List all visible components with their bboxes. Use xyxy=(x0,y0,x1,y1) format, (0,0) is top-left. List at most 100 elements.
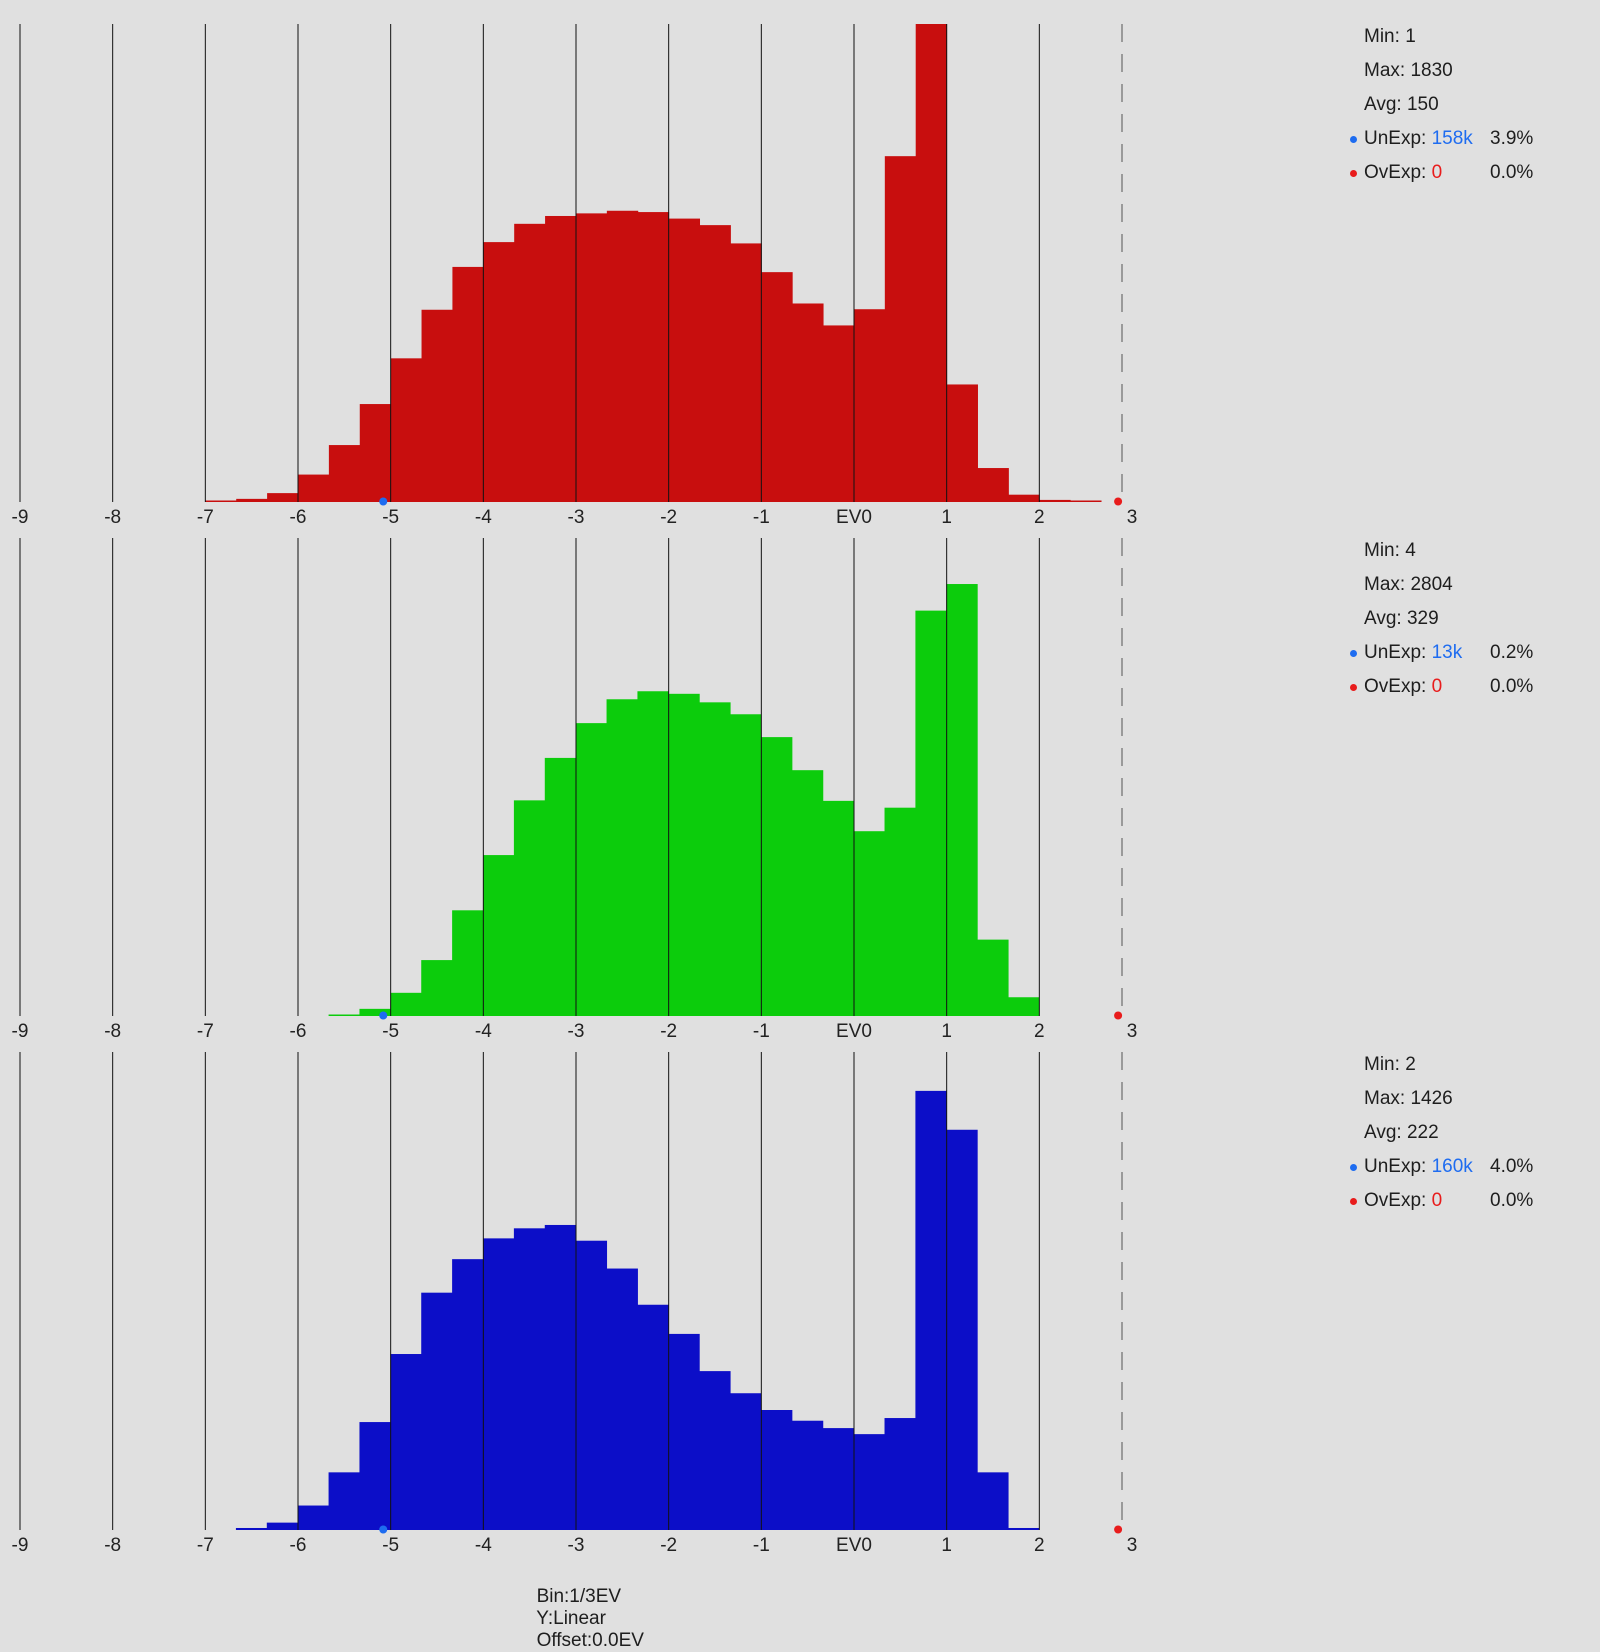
x-tick-label: -2 xyxy=(660,507,677,528)
histogram-bar xyxy=(853,831,886,1016)
histogram-bar xyxy=(267,493,299,502)
x-tick-label: -3 xyxy=(568,1535,585,1556)
x-tick-label: -5 xyxy=(382,1021,399,1042)
histogram-bar xyxy=(1070,500,1102,502)
histogram-bar xyxy=(545,215,577,502)
histogram-bar xyxy=(452,910,484,1016)
underexposure-marker xyxy=(379,1525,388,1534)
histogram-bar xyxy=(884,807,916,1016)
histogram-bar xyxy=(822,1428,855,1530)
x-tick-label: -5 xyxy=(382,507,399,528)
x-tick-label: -4 xyxy=(475,1535,492,1556)
x-tick-label: -9 xyxy=(12,507,29,528)
x-tick-label: 2 xyxy=(1034,1021,1045,1042)
stat-avg: Avg: 222 xyxy=(1364,1122,1439,1143)
histogram-bar xyxy=(483,242,515,502)
histogram-settings: Bin:1/3EV Y:Linear Offset:0.0EV xyxy=(526,1564,662,1652)
overexposed-dot-icon xyxy=(1350,170,1357,177)
overexposure-marker xyxy=(1114,1525,1123,1534)
underexposed-dot-icon xyxy=(1350,1164,1357,1171)
x-tick-label: -7 xyxy=(197,1535,214,1556)
stats-panel-green: Min: 4 Max: 2804 Avg: 329 UnExp: 13k 0.2%… xyxy=(1350,540,1594,710)
x-tick-label: -1 xyxy=(753,1535,770,1556)
histogram-bar xyxy=(915,24,948,502)
histogram-bar xyxy=(1008,1527,1040,1530)
histogram-bar xyxy=(761,272,793,502)
histogram-bar xyxy=(359,1008,391,1016)
histogram-bar xyxy=(266,1522,299,1530)
x-tick-label: -1 xyxy=(753,507,770,528)
histogram-bar xyxy=(575,213,608,502)
underexposure-marker xyxy=(379,1011,388,1020)
histogram-bar xyxy=(699,225,731,503)
histogram-bar xyxy=(544,1224,577,1530)
stat-min: Min: 1 xyxy=(1364,26,1416,47)
histogram-bar xyxy=(637,212,670,503)
stat-max: Max: 1830 xyxy=(1364,60,1453,81)
histogram-bar xyxy=(668,1333,700,1530)
histogram-bar xyxy=(482,1238,515,1530)
stats-panel-red: Min: 1 Max: 1830 Avg: 150 UnExp: 158k 3.9… xyxy=(1350,26,1594,196)
histogram-bar xyxy=(452,1259,484,1530)
histogram-bar xyxy=(544,757,577,1016)
x-tick-label: 3 xyxy=(1127,1021,1138,1042)
x-tick-label: -3 xyxy=(568,507,585,528)
histogram-bar xyxy=(328,445,361,502)
x-tick-label: -6 xyxy=(290,1535,307,1556)
stats-panel-blue: Min: 2 Max: 1426 Avg: 222 UnExp: 160k 4.0… xyxy=(1350,1054,1594,1224)
offset-setting[interactable]: Offset:0.0EV xyxy=(536,1630,644,1651)
histogram-bar xyxy=(853,309,886,502)
bin-setting[interactable]: Bin:1/3EV xyxy=(536,1586,622,1607)
histogram-bar xyxy=(946,384,978,502)
x-tick-label: 3 xyxy=(1127,507,1138,528)
histogram-bar xyxy=(730,714,762,1016)
histogram-bar xyxy=(359,404,392,502)
histogram-bar xyxy=(730,243,762,502)
histogram-bar xyxy=(328,1014,360,1016)
histogram-bar xyxy=(421,1292,453,1530)
x-tick-label: 2 xyxy=(1034,507,1045,528)
histogram-bar xyxy=(946,584,978,1016)
histogram-chart: -9 -8 -7 -6 -5 -4 -3 -2 -1 EV0 1 2 3 -9 -8 -7 -6 -5 -4 -3 -2… xyxy=(12,24,1138,1556)
stat-max: Max: 2804 xyxy=(1364,574,1453,595)
histogram-bar xyxy=(637,1304,669,1530)
histogram-bar xyxy=(668,693,700,1016)
histogram-bar xyxy=(668,218,701,502)
histogram-bar xyxy=(205,500,237,502)
stat-min: Min: 2 xyxy=(1364,1054,1416,1075)
y-scale-setting[interactable]: Y:Linear xyxy=(536,1608,606,1629)
histogram-bar xyxy=(421,309,453,502)
x-tick-label: -6 xyxy=(290,507,307,528)
histogram-bar xyxy=(236,498,268,502)
stat-overexposed: OvExp: 0 0.0% xyxy=(1350,1190,1594,1224)
x-tick-label: -3 xyxy=(568,1021,585,1042)
x-tick-label: 1 xyxy=(941,507,952,528)
stat-avg: Avg: 329 xyxy=(1364,608,1439,629)
histogram-bar xyxy=(235,1527,268,1530)
histogram-bar xyxy=(760,1409,793,1530)
x-tick-label: -7 xyxy=(197,507,214,528)
histogram-bar xyxy=(606,699,638,1016)
x-tick-label: 1 xyxy=(941,1535,952,1556)
overexposure-marker xyxy=(1114,497,1123,506)
histogram-bar xyxy=(359,1422,391,1530)
underexposure-marker xyxy=(379,497,388,506)
x-tick-label: -9 xyxy=(12,1535,29,1556)
histogram-bar xyxy=(853,1434,886,1530)
stat-overexposed: OvExp: 0 0.0% xyxy=(1350,162,1594,196)
histogram-bar xyxy=(328,1472,360,1530)
histogram-bar xyxy=(513,1228,546,1530)
histogram-bar xyxy=(699,1371,731,1530)
x-tick-label: -8 xyxy=(104,1535,121,1556)
x-tick-label: -9 xyxy=(12,1021,29,1042)
stat-min: Min: 4 xyxy=(1364,540,1416,561)
histogram-bar xyxy=(915,610,947,1016)
stat-underexposed: UnExp: 158k 3.9% xyxy=(1350,128,1594,162)
histogram-bar xyxy=(884,1418,916,1530)
histogram-bar xyxy=(606,210,639,502)
histogram-bar xyxy=(1039,499,1071,502)
stat-max: Max: 1426 xyxy=(1364,1088,1453,1109)
stat-underexposed: UnExp: 13k 0.2% xyxy=(1350,642,1594,676)
histogram-bar xyxy=(915,1090,947,1530)
x-tick-label: 2 xyxy=(1034,1535,1045,1556)
